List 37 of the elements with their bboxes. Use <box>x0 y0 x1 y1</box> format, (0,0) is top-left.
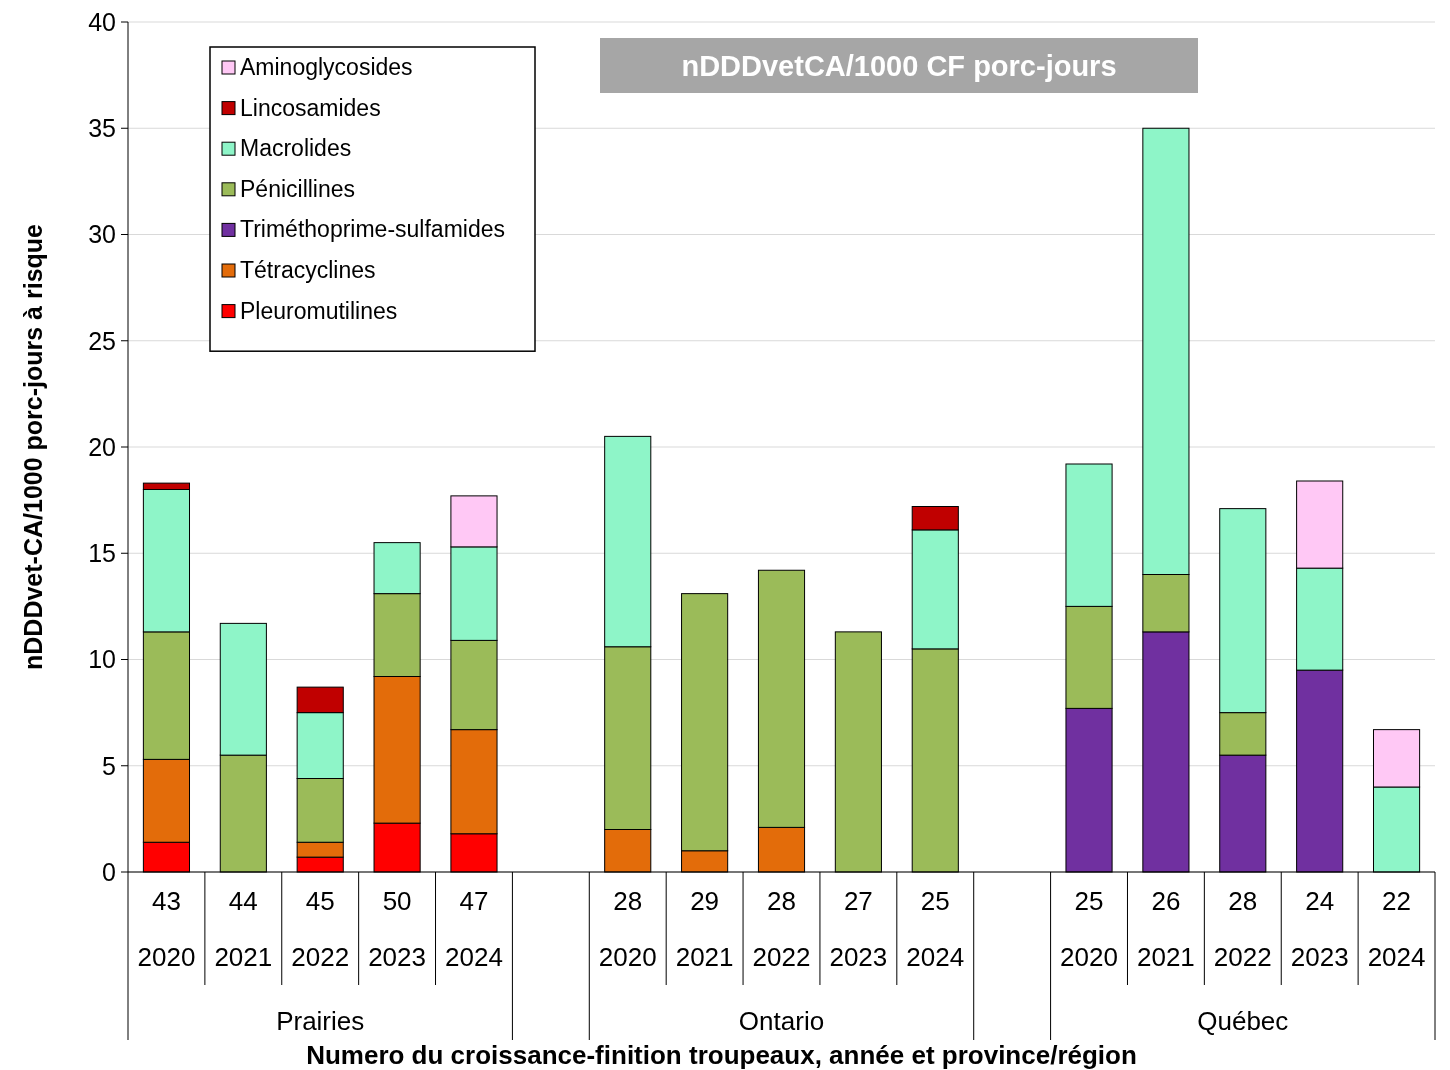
y-axis-title: nDDDvet-CA/1000 porc-jours à risque <box>19 223 47 670</box>
x-tick-label: 28 2020 <box>598 886 657 972</box>
legend-label: Triméthoprime-sulfamides <box>240 216 505 243</box>
text: Prairies <box>276 1006 365 1036</box>
legend-label: Lincosamides <box>240 94 381 121</box>
y-tick-label: 30 <box>88 220 116 249</box>
x-tick-label: 28 2022 <box>752 886 811 972</box>
x-tick-label: 25 2024 <box>906 886 965 972</box>
legend-label: Tétracyclines <box>240 257 376 284</box>
x-tick-label: 26 2021 <box>1136 886 1195 972</box>
text: Ontario <box>738 1006 825 1036</box>
x-tick-label: 22 2024 <box>1367 886 1426 972</box>
text: Québec <box>1197 1006 1289 1036</box>
x-tick-label: 45 2022 <box>291 886 350 972</box>
legend-label: Pénicillines <box>240 175 356 202</box>
y-tick-label: 10 <box>88 645 116 674</box>
x-tick-label: 27 2023 <box>829 886 888 972</box>
text: nDDDvetCA/1000 CF porc-jours <box>681 50 1117 83</box>
y-tick-label: 5 <box>102 751 116 780</box>
x-axis-title: Numero du croissance-finition troupeaux, année et province/région <box>306 1040 1137 1070</box>
y-tick-label: 15 <box>88 539 116 567</box>
x-tick-label: 43 2020 <box>137 886 196 972</box>
legend-label: Aminoglycosides <box>240 54 413 81</box>
x-tick-label: 28 2022 <box>1213 886 1272 972</box>
y-tick-label: 35 <box>88 114 116 142</box>
y-tick-label: 0 <box>102 857 116 886</box>
x-tick-label: 24 2023 <box>1290 886 1349 972</box>
x-tick-label: 50 2023 <box>368 886 427 972</box>
x-tick-label: 44 2021 <box>214 886 273 972</box>
x-tick-label: 25 2020 <box>1060 886 1118 972</box>
x-tick-label: 47 2024 <box>445 886 503 972</box>
y-tick-label: 40 <box>88 7 116 36</box>
x-tick-label: 29 2021 <box>675 886 734 972</box>
y-tick-label: 25 <box>88 326 116 355</box>
legend-label: Macrolides <box>240 135 352 162</box>
legend-label: Pleuromutilines <box>240 297 398 324</box>
y-tick-label: 20 <box>88 432 116 461</box>
